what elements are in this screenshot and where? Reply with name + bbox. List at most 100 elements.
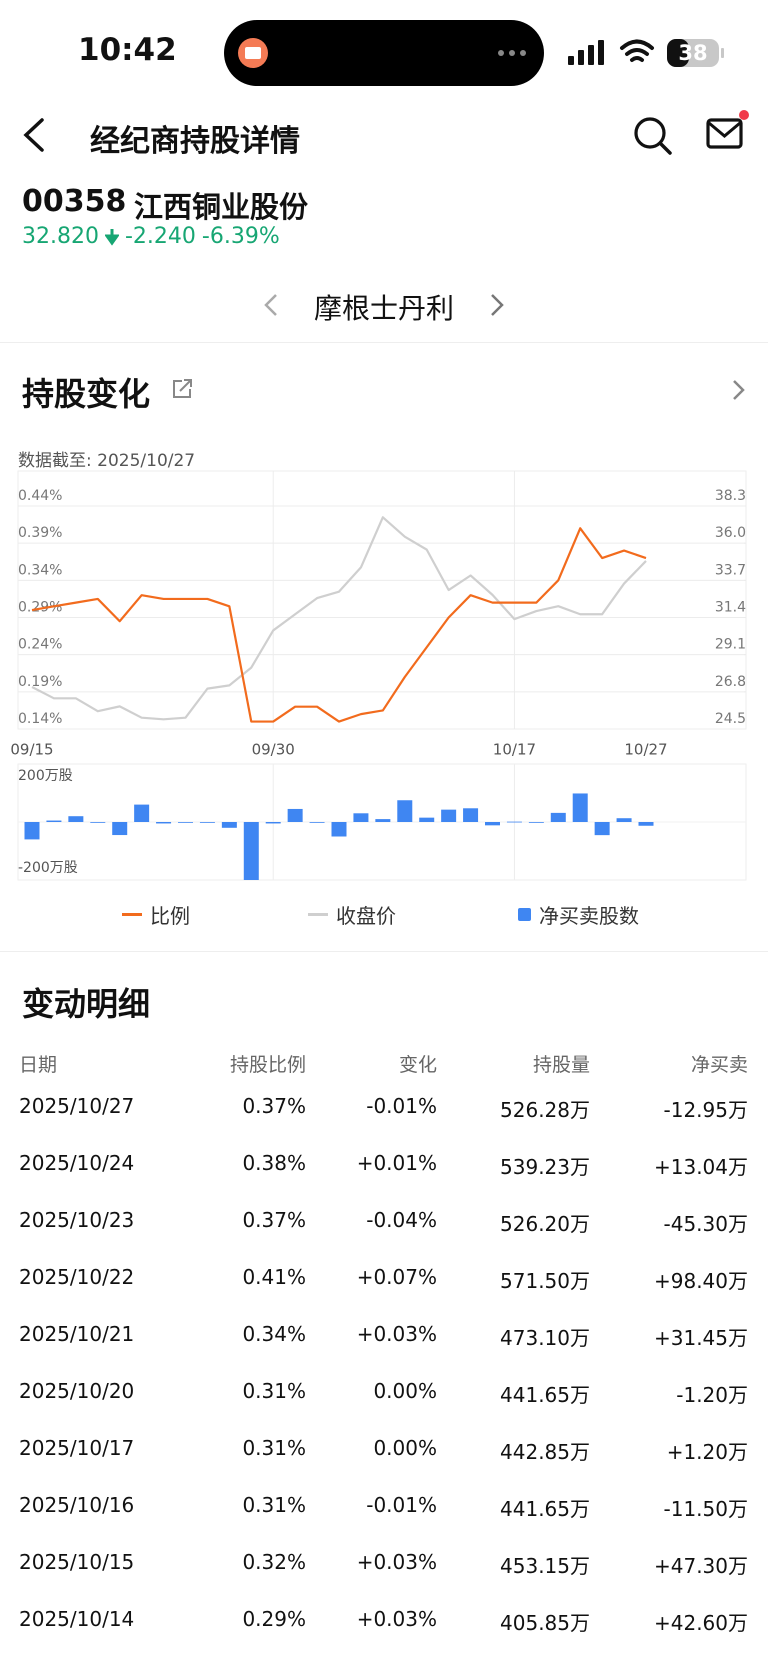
bar bbox=[353, 813, 369, 822]
table-cell: +13.04万 bbox=[653, 1155, 748, 1179]
stock-name: 江西铜业股份 bbox=[134, 190, 309, 224]
table-cell: 473.10万 bbox=[500, 1326, 590, 1350]
y-tick-label: 0.29% bbox=[18, 600, 62, 616]
stock-quote: 32.820 -2.240 -6.39% bbox=[22, 224, 280, 249]
table-cell: +0.03% bbox=[356, 1550, 437, 1574]
battery-level: 38 bbox=[678, 41, 707, 65]
page-title: 经纪商持股详情 bbox=[90, 124, 300, 159]
change-pct: -6.39% bbox=[201, 224, 280, 249]
bar bbox=[309, 822, 325, 823]
legend-label: 净买卖股数 bbox=[539, 904, 639, 928]
table-cell: 0.37% bbox=[242, 1208, 306, 1232]
table-cell: 0.00% bbox=[373, 1379, 437, 1403]
table-cell: 453.15万 bbox=[500, 1554, 590, 1578]
column-header: 持股比例 bbox=[229, 1054, 306, 1076]
bar bbox=[243, 822, 259, 880]
legend-item[interactable]: 净买卖股数 bbox=[518, 900, 639, 929]
table-cell: 526.28万 bbox=[500, 1098, 590, 1122]
more-button[interactable] bbox=[733, 380, 745, 400]
plot-border bbox=[17, 470, 747, 730]
table-cell: 2025/10/27 bbox=[19, 1094, 135, 1118]
table-cell: 442.85万 bbox=[500, 1440, 590, 1464]
table-cell: +1.20万 bbox=[666, 1440, 748, 1464]
table-cell: 0.31% bbox=[242, 1379, 306, 1403]
bar bbox=[506, 821, 522, 823]
legend-item[interactable]: 收盘价 bbox=[308, 900, 396, 929]
legend-label: 比例 bbox=[150, 904, 190, 928]
bar bbox=[46, 820, 62, 822]
table-cell: 539.23万 bbox=[500, 1155, 590, 1179]
legend-swatch bbox=[122, 913, 142, 916]
column-header: 变化 bbox=[398, 1054, 437, 1076]
share-button[interactable] bbox=[173, 379, 192, 398]
table-cell: 2025/10/17 bbox=[19, 1436, 135, 1460]
bar bbox=[463, 808, 479, 822]
table-cell: 0.00% bbox=[373, 1436, 437, 1460]
series-line bbox=[31, 516, 647, 721]
table-cell: -0.01% bbox=[366, 1493, 437, 1517]
y2-tick-label: 29.1 bbox=[715, 637, 746, 653]
detail-title: 变动明细 bbox=[22, 985, 151, 1023]
x-tick-label: 09/30 bbox=[252, 741, 295, 759]
back-button[interactable] bbox=[23, 118, 44, 152]
table-cell: 526.20万 bbox=[500, 1212, 590, 1236]
next-broker[interactable] bbox=[491, 294, 504, 316]
table-cell: -12.95万 bbox=[663, 1098, 748, 1122]
table-cell: +42.60万 bbox=[653, 1611, 748, 1635]
section-title: 持股变化 bbox=[22, 375, 151, 413]
table-cell: 2025/10/14 bbox=[19, 1607, 135, 1631]
table-cell: 0.34% bbox=[242, 1322, 306, 1346]
y-tick-label: 0.39% bbox=[18, 525, 62, 541]
status-bar: 38 bbox=[224, 20, 724, 86]
bar bbox=[287, 808, 303, 822]
table-cell: 0.31% bbox=[242, 1493, 306, 1517]
bar bbox=[550, 812, 566, 822]
bar bbox=[528, 822, 544, 823]
mail-button[interactable] bbox=[706, 110, 749, 149]
bar bbox=[24, 822, 40, 840]
prev-broker[interactable] bbox=[264, 294, 277, 316]
table-cell: +98.40万 bbox=[653, 1269, 748, 1293]
legend-item[interactable]: 比例 bbox=[122, 900, 190, 929]
bar bbox=[90, 822, 106, 823]
chart: 0.14% 0.19% 0.24% 0.29% 0.34% 0.39% 0.44% 24.5 2… bbox=[10, 470, 747, 881]
bar bbox=[616, 818, 632, 822]
y-tick-label: 0.34% bbox=[18, 562, 62, 578]
divider bbox=[0, 951, 768, 952]
y-tick-label: 0.44% bbox=[18, 488, 62, 504]
down-arrow bbox=[104, 228, 119, 246]
bar bbox=[68, 816, 84, 822]
table-cell: 441.65万 bbox=[500, 1497, 590, 1521]
nav-icons bbox=[23, 110, 749, 155]
table-cell: 2025/10/23 bbox=[19, 1208, 135, 1232]
search-button[interactable] bbox=[634, 117, 672, 155]
table-cell: 0.32% bbox=[242, 1550, 306, 1574]
divider bbox=[0, 342, 768, 343]
table-cell: 2025/10/15 bbox=[19, 1550, 135, 1574]
section-icons bbox=[173, 379, 745, 400]
table-cell: +0.01% bbox=[356, 1151, 437, 1175]
bar bbox=[112, 822, 128, 836]
legend: 比例 收盘价 净买卖股数 bbox=[0, 900, 768, 934]
broker-nav bbox=[264, 294, 504, 316]
table-cell: -1.20万 bbox=[676, 1383, 748, 1407]
y2-tick-label: 36.0 bbox=[715, 525, 746, 541]
table-cell: +31.45万 bbox=[653, 1326, 748, 1350]
table-cell: +0.07% bbox=[356, 1265, 437, 1289]
table-cell: +0.03% bbox=[356, 1607, 437, 1631]
bar bbox=[375, 819, 391, 822]
table-cell: -45.30万 bbox=[663, 1212, 748, 1236]
table-cell: -0.04% bbox=[366, 1208, 437, 1232]
x-tick-label: 10/27 bbox=[624, 741, 667, 759]
series-line bbox=[31, 527, 647, 723]
app-icon-glyph bbox=[245, 47, 261, 59]
y-tick-label: 200万股 bbox=[18, 768, 73, 784]
bar bbox=[199, 822, 215, 823]
table-cell: 2025/10/22 bbox=[19, 1265, 135, 1289]
status-time: 10:42 bbox=[78, 32, 177, 68]
y-tick-label: -200万股 bbox=[18, 860, 78, 876]
x-tick-label: 09/15 bbox=[10, 741, 53, 759]
y2-tick-label: 38.3 bbox=[715, 488, 746, 504]
column-header: 净买卖 bbox=[690, 1054, 748, 1076]
bar bbox=[178, 822, 193, 823]
